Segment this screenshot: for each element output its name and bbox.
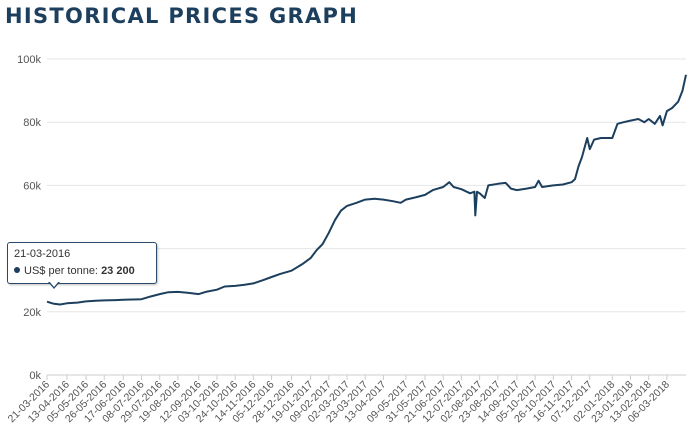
price-tooltip: 21-03-2016 US$ per tonne: 23 200 [7, 242, 157, 284]
page-title: HISTORICAL PRICES GRAPH [5, 4, 359, 28]
chart-gridlines [47, 58, 686, 376]
y-tick-label: 0k [29, 370, 41, 382]
y-axis: 0k20k40k60k80k100k [17, 54, 41, 382]
series-line [46, 74, 687, 306]
chart-series [46, 74, 687, 306]
y-tick-label: 100k [17, 54, 41, 66]
tooltip-date: 21-03-2016 [14, 248, 71, 260]
tooltip-series-label: US$ per tonne: [24, 265, 98, 277]
y-tick-label: 60k [23, 180, 41, 192]
x-axis: 21-03-201613-04-201605-05-201626-05-2016… [6, 375, 672, 425]
y-tick-label: 20k [23, 307, 41, 319]
tooltip-value-line: US$ per tonne: 23 200 [14, 265, 135, 277]
tooltip-pointer-inner [49, 281, 59, 287]
tooltip-value: 23 200 [101, 265, 135, 277]
series-dot-icon [14, 267, 20, 273]
y-tick-label: 80k [23, 117, 41, 129]
